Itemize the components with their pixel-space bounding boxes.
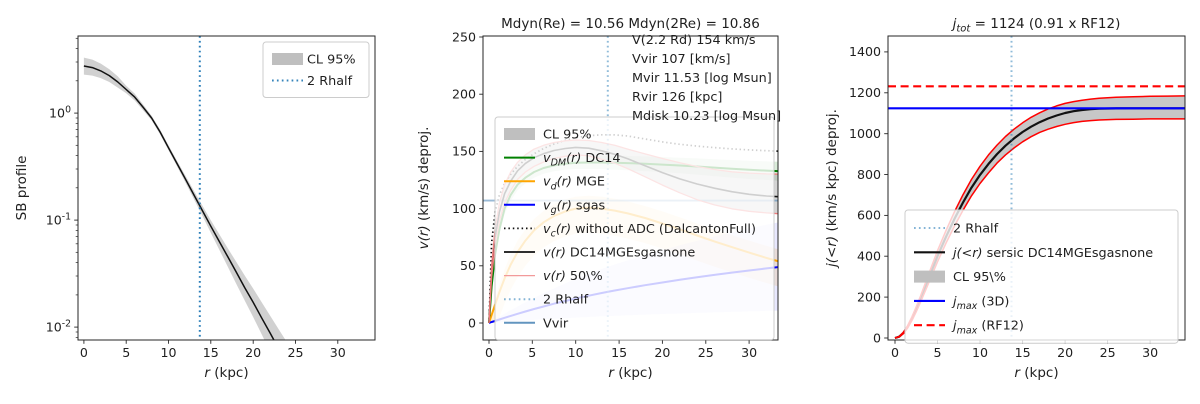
legend-item: jmax (3D) bbox=[914, 294, 1009, 312]
annotation-line: V(2.2 Rd) 154 km/s bbox=[632, 33, 756, 48]
panel-angular-momentum: 0 5 10 15 20 25 30 0 200 400 600 800 1000 1200 1400 jto… bbox=[824, 16, 1186, 381]
x-tick-label: 20 bbox=[1057, 345, 1073, 360]
x-axis-label: r (kpc) bbox=[608, 365, 652, 381]
legend-box bbox=[494, 116, 775, 341]
y-tick-label: 800 bbox=[857, 167, 881, 182]
y-tick-label: 600 bbox=[857, 208, 881, 223]
panel-title: Mdyn(Re) = 10.56 Mdyn(2Re) = 10.86 bbox=[501, 16, 760, 32]
legend-label: 2 Rhalf bbox=[307, 74, 353, 89]
legend: CL 95% vDM(r) DC14 vd(r) MGE vg(r) sgas vc(r… bbox=[494, 116, 775, 341]
x-tick-label: 10 bbox=[972, 345, 988, 360]
y-tick-label: 0 bbox=[873, 330, 881, 345]
x-axis-label: r (kpc) bbox=[204, 365, 248, 381]
x-tick-label: 30 bbox=[330, 345, 346, 360]
legend-item: vg(r) sgas bbox=[504, 198, 606, 216]
legend: CL 95% 2 Rhalf bbox=[262, 41, 370, 98]
legend-label: CL 95% bbox=[307, 53, 356, 68]
x-tick-label: 20 bbox=[654, 345, 670, 360]
x-tick-label: 0 bbox=[80, 345, 88, 360]
legend-item: CL 95\% bbox=[914, 270, 1006, 285]
legend: 2 Rhalf j(<r) sersic DC14MGEsgasnone CL 95… bbox=[904, 209, 1179, 344]
legend-label: CL 95% bbox=[543, 128, 592, 143]
legend-item: vd(r) MGE bbox=[504, 175, 605, 193]
x-tick-label: 5 bbox=[528, 345, 536, 360]
x-tick-label: 10 bbox=[568, 345, 584, 360]
legend-label: j(<r) sersic DC14MGEsgasnone bbox=[951, 246, 1153, 261]
annotation-line: Rvir 126 [kpc] bbox=[632, 90, 722, 105]
legend-label: vd(r) MGE bbox=[543, 175, 605, 193]
legend-item: 2 Rhalf bbox=[504, 293, 589, 308]
panel-title: jtot = 1124 (0.91 x RF12) bbox=[951, 16, 1121, 35]
y-tick-label: 0 bbox=[468, 315, 476, 330]
legend-item: v(r) DC14MGEsgasnone bbox=[504, 246, 695, 261]
y-tick-label: 1200 bbox=[849, 85, 881, 100]
legend-label: 2 Rhalf bbox=[953, 222, 999, 237]
x-tick-label: 30 bbox=[741, 345, 757, 360]
x-tick-label: 30 bbox=[1142, 345, 1158, 360]
legend-swatch-patch bbox=[272, 53, 303, 65]
legend-item: vc(r) without ADC (DalcantonFull) bbox=[504, 222, 756, 240]
y-tick-label: 100 bbox=[452, 201, 476, 216]
x-tick-label: 5 bbox=[933, 345, 941, 360]
x-tick-label: 0 bbox=[485, 345, 493, 360]
legend-label: 2 Rhalf bbox=[543, 293, 589, 308]
legend-label: jmax (RF12) bbox=[951, 319, 1024, 337]
x-tick-label: 10 bbox=[160, 345, 176, 360]
annotation-line: Mdisk 10.23 [log Msun] bbox=[632, 109, 781, 124]
series-sb-curve bbox=[83, 65, 275, 340]
legend-item: j(<r) sersic DC14MGEsgasnone bbox=[914, 246, 1153, 261]
y-tick-label: 200 bbox=[857, 289, 881, 304]
annotation-line: Mvir 11.53 [log Msun] bbox=[632, 71, 772, 86]
legend-item: jmax (RF12) bbox=[914, 319, 1024, 337]
legend-item: vDM(r) DC14 bbox=[504, 151, 620, 169]
plot-area-sb-profile bbox=[83, 36, 286, 340]
legend-label: vDM(r) DC14 bbox=[543, 151, 620, 169]
legend-item: 2 Rhalf bbox=[272, 74, 353, 89]
x-tick-label: 0 bbox=[891, 345, 899, 360]
legend-label: Vvir bbox=[543, 316, 569, 331]
legend-box bbox=[262, 41, 370, 98]
y-tick-label: 10-2 bbox=[46, 318, 71, 334]
legend-item: v(r) 50\% bbox=[504, 269, 603, 284]
x-tick-label: 15 bbox=[611, 345, 627, 360]
legend-item: 2 Rhalf bbox=[914, 222, 999, 237]
legend-label: vg(r) sgas bbox=[543, 198, 606, 216]
legend-label: v(r) DC14MGEsgasnone bbox=[543, 246, 695, 261]
legend-swatch-patch bbox=[914, 270, 945, 283]
x-tick-label: 25 bbox=[287, 345, 303, 360]
y-tick-label: 250 bbox=[452, 29, 476, 44]
y-axis-label: v(r) (km/s) deproj. bbox=[416, 127, 432, 250]
y-axis-label: j(<r) (km/s kpc) deproj. bbox=[824, 109, 840, 269]
y-tick-label: 10-1 bbox=[46, 211, 71, 227]
x-tick-label: 15 bbox=[1015, 345, 1031, 360]
legend-label: vc(r) without ADC (DalcantonFull) bbox=[543, 222, 756, 240]
panel-velocity: 0 5 10 15 20 25 30 0 50 100 150 200 250 Mdyn(Re) = 10… bbox=[416, 16, 781, 381]
y-tick-label: 150 bbox=[452, 144, 476, 159]
x-tick-label: 20 bbox=[245, 345, 261, 360]
y-axis-label: SB profile bbox=[14, 156, 30, 221]
x-tick-label: 15 bbox=[203, 345, 219, 360]
y-tick-label: 50 bbox=[460, 258, 476, 273]
legend-item: Vvir bbox=[504, 316, 569, 331]
y-tick-label: 100 bbox=[49, 104, 71, 120]
y-tick-label: 1000 bbox=[849, 126, 881, 141]
legend-swatch-patch bbox=[504, 128, 535, 140]
legend-box bbox=[904, 209, 1179, 344]
y-tick-label: 400 bbox=[857, 249, 881, 264]
legend-label: CL 95\% bbox=[953, 270, 1006, 285]
legend-item: CL 95% bbox=[272, 53, 356, 68]
x-tick-label: 5 bbox=[122, 345, 130, 360]
x-tick-label: 25 bbox=[1100, 345, 1116, 360]
panel-sb-profile: 0 5 10 15 20 25 30 100 10-1 10-2 r (kpc) SB profile… bbox=[14, 35, 376, 381]
x-axis-label: r (kpc) bbox=[1014, 365, 1058, 381]
x-tick-label: 25 bbox=[698, 345, 714, 360]
legend-item: CL 95% bbox=[504, 128, 592, 143]
y-tick-label: 1400 bbox=[849, 44, 881, 59]
annotation-line: Vvir 107 [km/s] bbox=[632, 52, 731, 67]
legend-label: v(r) 50\% bbox=[543, 269, 603, 284]
legend-label: jmax (3D) bbox=[951, 294, 1009, 312]
y-tick-label: 200 bbox=[452, 87, 476, 102]
